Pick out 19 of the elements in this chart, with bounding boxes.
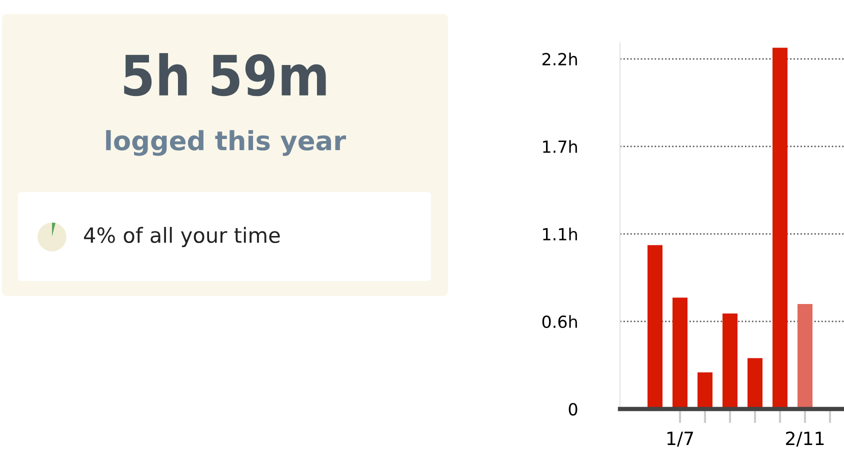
bar bbox=[798, 304, 812, 409]
pie-slice bbox=[38, 222, 66, 252]
y-tick-label: 0.6h bbox=[542, 315, 577, 328]
bar bbox=[648, 245, 662, 409]
y-tick-label: 1.7h bbox=[543, 140, 577, 153]
x-tick-label: 2/11 bbox=[786, 432, 824, 447]
bar bbox=[772, 48, 788, 409]
bar bbox=[672, 298, 688, 409]
text: logged this year bbox=[106, 130, 346, 156]
y-tick-label: 1.1h bbox=[543, 228, 577, 240]
text: 4% of all your time bbox=[84, 226, 280, 248]
x-tick-label: 1/7 bbox=[667, 432, 693, 447]
bar bbox=[698, 372, 712, 409]
y-tick-label: 0 bbox=[568, 402, 578, 416]
y-tick-label: 2.2h bbox=[542, 52, 577, 66]
text: 5h 59m bbox=[124, 53, 326, 96]
pie-slice bbox=[52, 222, 56, 237]
bar bbox=[748, 358, 762, 409]
bar bbox=[722, 314, 738, 409]
